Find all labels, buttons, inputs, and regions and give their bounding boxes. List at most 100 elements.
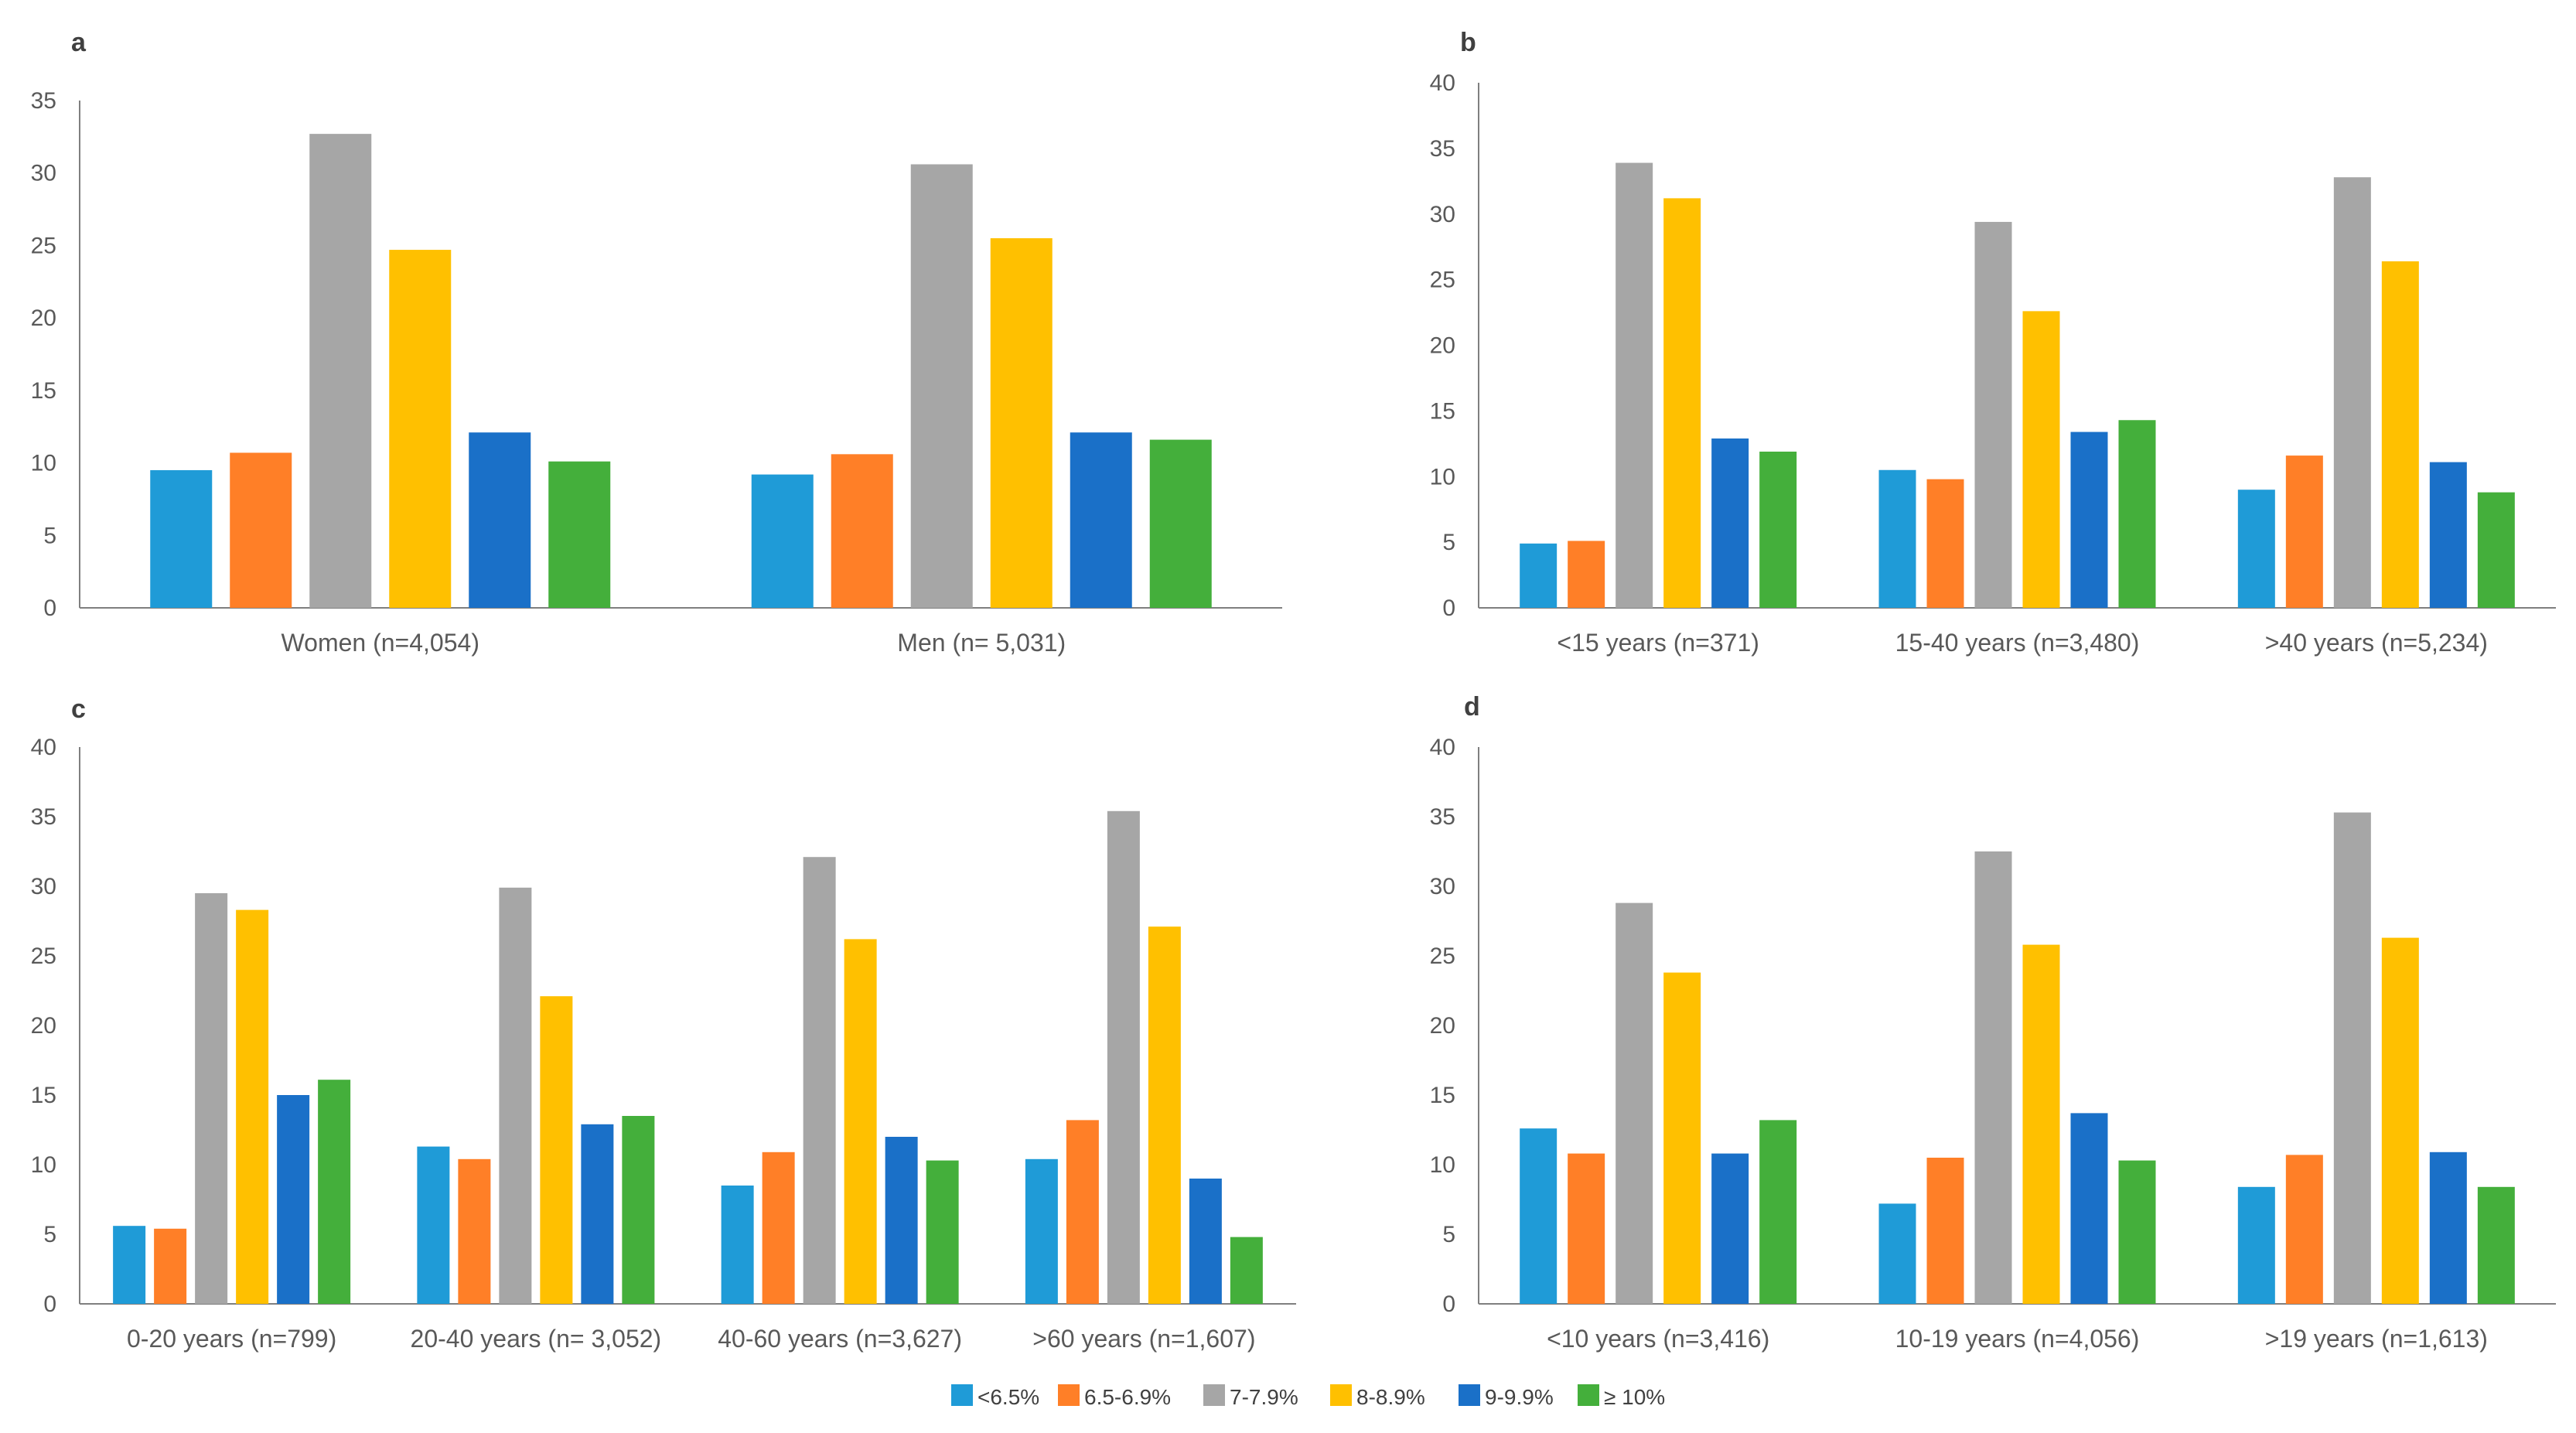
bar — [236, 909, 269, 1304]
bar — [1148, 926, 1181, 1304]
legend-label: <6.5% — [978, 1385, 1039, 1409]
legend-label: ≥ 10% — [1604, 1385, 1665, 1409]
legend-label: 8-8.9% — [1356, 1385, 1425, 1409]
bar — [1878, 1203, 1916, 1304]
y-tick-label: 20 — [1430, 1013, 1455, 1039]
bar — [751, 474, 814, 608]
legend-label: 7-7.9% — [1230, 1385, 1298, 1409]
category-label: <10 years (n=3,416) — [1547, 1325, 1769, 1353]
bar — [2429, 462, 2467, 608]
bar — [150, 469, 213, 608]
legend-swatch — [1330, 1384, 1352, 1406]
bar — [540, 996, 573, 1304]
y-tick-label: 10 — [31, 451, 56, 476]
bar — [885, 1137, 918, 1304]
category-label: Women (n=4,054) — [281, 629, 479, 657]
bar — [762, 1152, 795, 1304]
y-tick-label: 15 — [1430, 398, 1455, 424]
y-tick-label: 30 — [31, 161, 56, 186]
y-tick-label: 35 — [31, 804, 56, 830]
bar — [1520, 1128, 1558, 1304]
bar — [1066, 1120, 1099, 1304]
bar — [309, 134, 372, 608]
legend-swatch — [1203, 1384, 1225, 1406]
bar — [1568, 541, 1605, 608]
bar — [844, 939, 877, 1304]
bar — [417, 1146, 450, 1304]
y-tick-label: 30 — [31, 874, 56, 899]
y-tick-label: 5 — [1442, 530, 1455, 555]
panel-b-y-ticks: 0 5 10 15 20 25 30 35 40 — [1430, 70, 1455, 621]
bar — [1149, 439, 1212, 608]
y-tick-label: 5 — [1442, 1222, 1455, 1247]
panel-c-bars — [113, 810, 1263, 1304]
panel-d-categories: <10 years (n=3,416) 10-19 years (n=4,056)… — [1547, 1325, 2488, 1353]
y-tick-label: 35 — [1430, 804, 1455, 830]
bar — [926, 1160, 959, 1304]
bar — [154, 1228, 187, 1304]
bar — [2070, 432, 2108, 608]
y-tick-label: 35 — [31, 88, 56, 114]
bar — [2022, 944, 2060, 1304]
bar — [230, 452, 292, 608]
category-label: 15-40 years (n=3,480) — [1895, 629, 2140, 657]
bar — [1974, 851, 2012, 1304]
bar — [1107, 810, 1140, 1304]
y-tick-label: 20 — [31, 1013, 56, 1039]
bar — [990, 238, 1053, 608]
bar — [721, 1186, 754, 1304]
bar — [548, 461, 611, 608]
bar — [277, 1095, 310, 1304]
panel-b-bars — [1520, 162, 2515, 609]
bar — [2333, 177, 2371, 609]
bar — [2381, 261, 2419, 608]
y-tick-label: 25 — [31, 233, 56, 258]
panel-a-bars — [150, 134, 1212, 608]
panel-a-categories: Women (n=4,054) Men (n= 5,031) — [281, 629, 1066, 657]
panel-a-label: a — [71, 28, 87, 57]
bar — [499, 887, 532, 1304]
y-tick-label: 10 — [1430, 464, 1455, 490]
bar — [1759, 451, 1797, 608]
legend-swatch — [1058, 1384, 1080, 1406]
y-tick-label: 30 — [1430, 874, 1455, 899]
bar — [1230, 1237, 1263, 1304]
panel-d: d 0 5 10 15 20 25 30 35 40 <10 years (n=3,416) 10… — [1430, 692, 2556, 1353]
y-tick-label: 40 — [31, 735, 56, 760]
bar — [1926, 479, 1964, 608]
y-tick-label: 25 — [1430, 943, 1455, 969]
category-label: >40 years (n=5,234) — [2265, 629, 2488, 657]
y-tick-label: 20 — [1430, 333, 1455, 359]
bar — [2333, 812, 2371, 1304]
y-tick-label: 0 — [1442, 595, 1455, 621]
bar — [2118, 1160, 2156, 1304]
panel-a-y-ticks: 0 5 10 15 20 25 30 35 — [31, 88, 56, 621]
y-tick-label: 40 — [1430, 735, 1455, 760]
panel-c-categories: 0-20 years (n=799) 20-40 years (n= 3,052)… — [127, 1325, 1255, 1353]
category-label: 40-60 years (n=3,627) — [718, 1325, 962, 1353]
bar — [2237, 1186, 2275, 1304]
category-label: 10-19 years (n=4,056) — [1895, 1325, 2140, 1353]
bar — [318, 1080, 351, 1304]
panel-b: b 0 5 10 15 20 25 30 35 40 <15 years (n=371) 15-4… — [1430, 28, 2556, 657]
legend-swatch — [1459, 1384, 1480, 1406]
bar — [803, 857, 836, 1304]
bar — [1926, 1158, 1964, 1304]
category-label: >60 years (n=1,607) — [1032, 1325, 1255, 1353]
legend-label: 9-9.9% — [1485, 1385, 1554, 1409]
bar — [1616, 902, 1653, 1304]
y-tick-label: 35 — [1430, 136, 1455, 162]
legend-label: 6.5-6.9% — [1084, 1385, 1171, 1409]
bar — [1663, 972, 1701, 1304]
bar — [1520, 543, 1558, 608]
bar — [2477, 1186, 2515, 1304]
bar — [1974, 221, 2012, 608]
bar — [2477, 492, 2515, 608]
bar — [2118, 420, 2156, 608]
bar — [2237, 490, 2275, 608]
bar — [1025, 1158, 1058, 1304]
y-tick-label: 40 — [1430, 70, 1455, 96]
bar — [1711, 438, 1749, 608]
legend: <6.5% 6.5-6.9% 7-7.9% 8-8.9% 9-9.9% ≥ 10… — [951, 1384, 1665, 1409]
